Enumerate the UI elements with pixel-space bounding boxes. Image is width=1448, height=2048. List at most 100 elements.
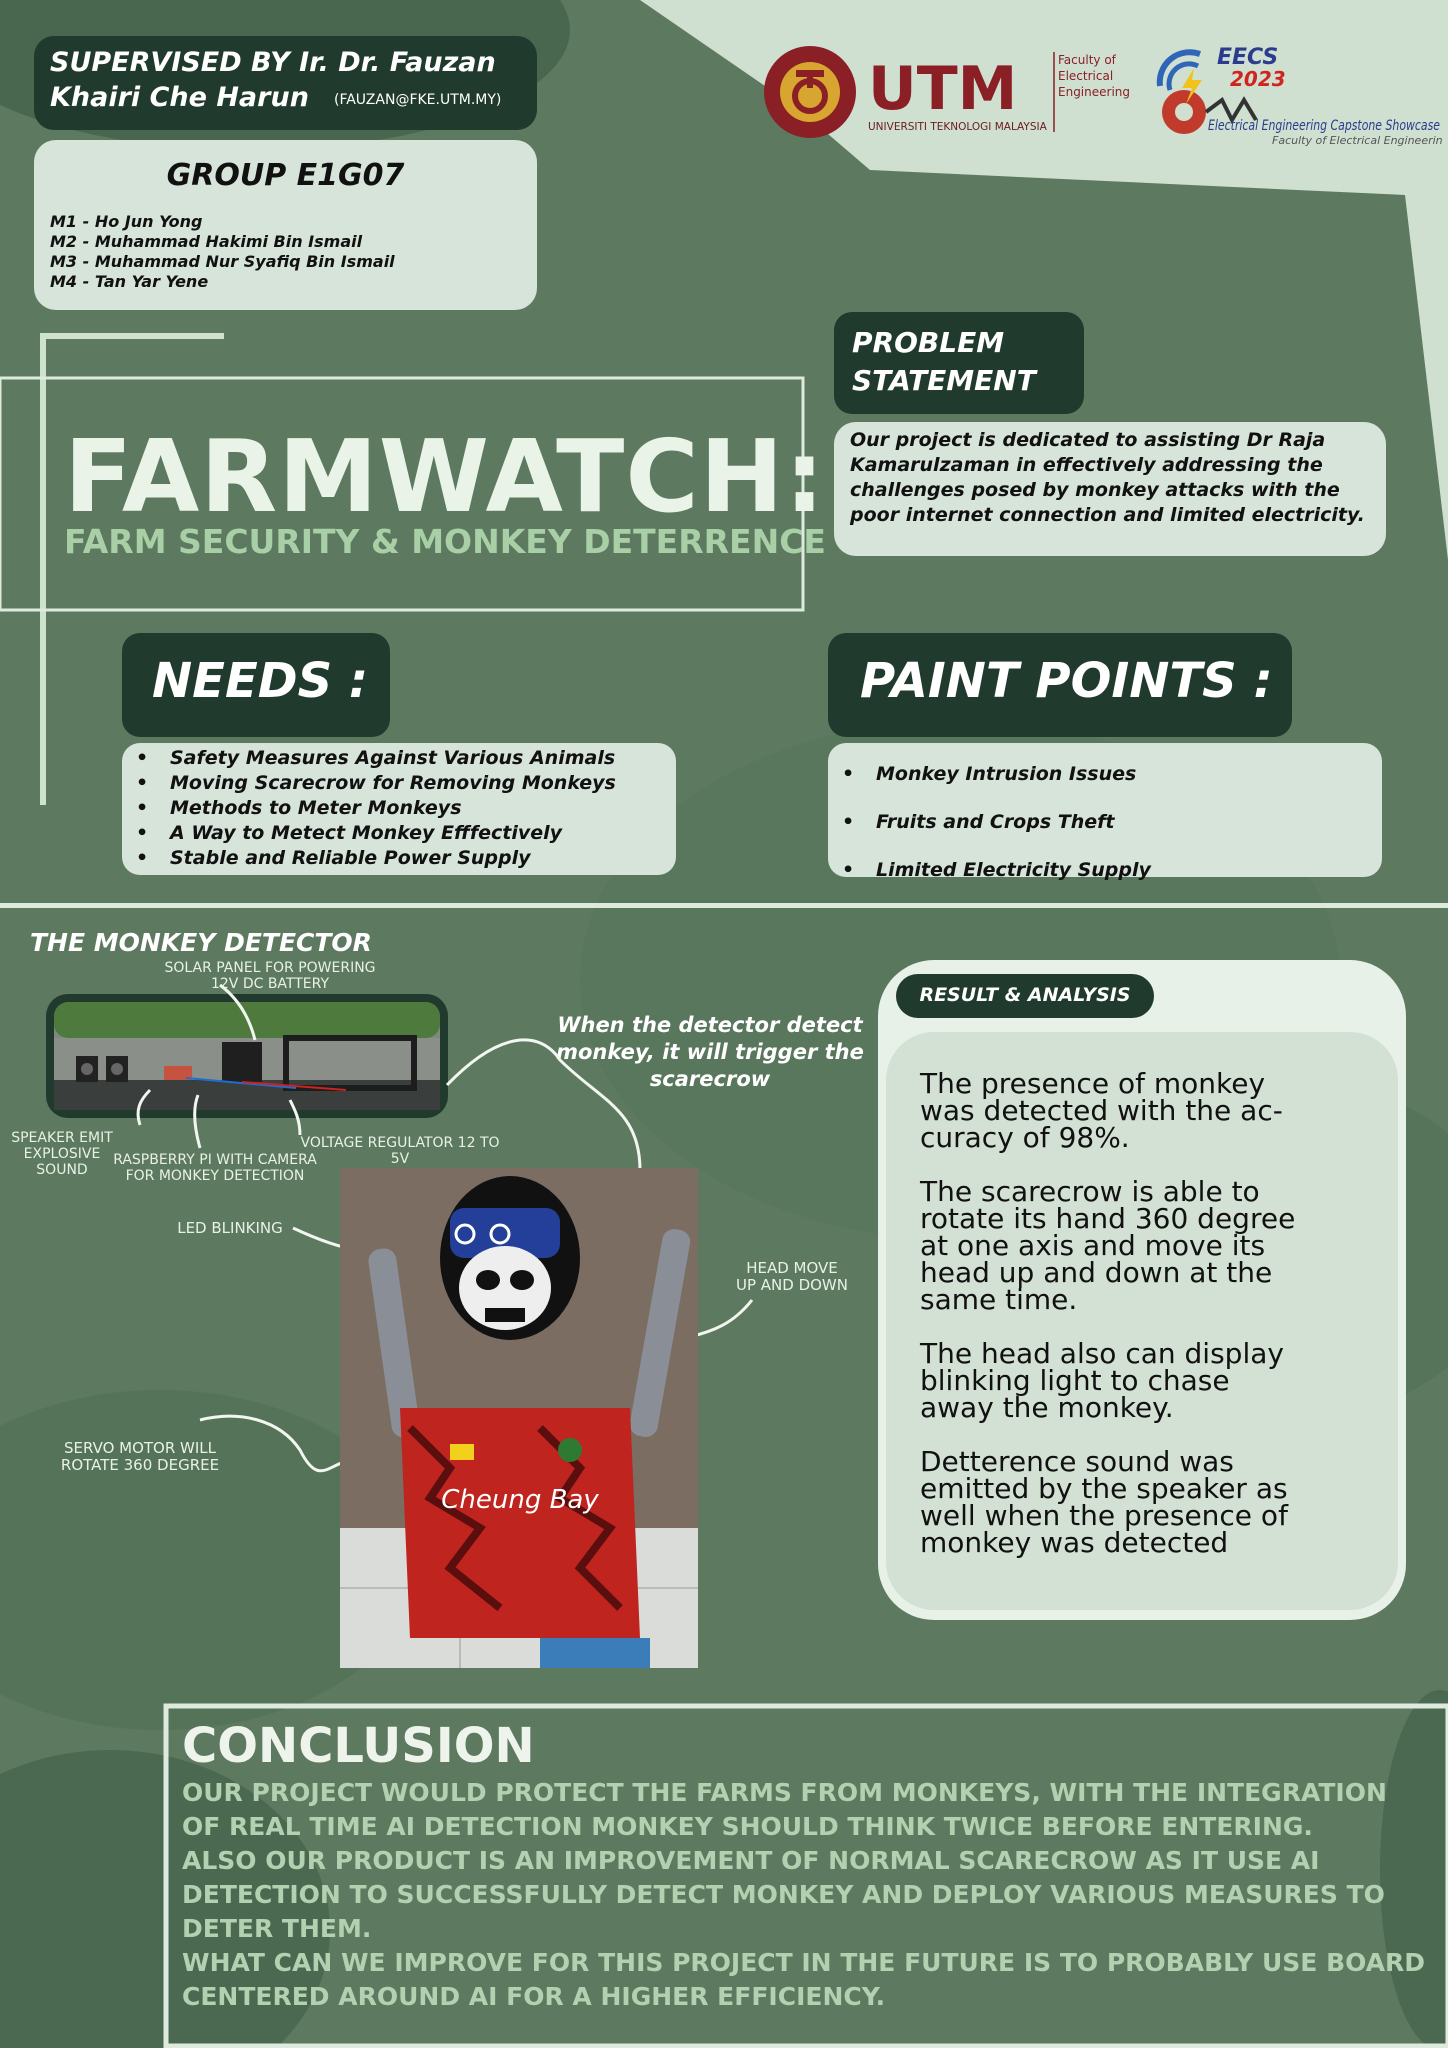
result-paragraph: The presence of monkey was detected with… (920, 1067, 1295, 1154)
result-line: was detected with the ac- (920, 1094, 1283, 1127)
trigger-line2: monkey, it will trigger the (556, 1040, 864, 1064)
faculty-line2: Electrical (1058, 69, 1113, 83)
needs-heading: NEEDS : (152, 653, 369, 709)
result-line: well when the presence of (920, 1499, 1288, 1532)
pain-heading: PAINT POINTS : (860, 653, 1273, 709)
result-line: away the monkey. (920, 1391, 1174, 1424)
servo-label-line2: ROTATE 360 DEGREE (60, 1456, 220, 1475)
head-label: HEAD MOVE UP AND DOWN (712, 1259, 872, 1295)
member-item: M3 - Muhammad Nur Syafiq Bin Ismail (50, 252, 395, 271)
faculty-line1: Faculty of (1058, 53, 1117, 67)
result-line: rotate its hand 360 degree (920, 1202, 1296, 1235)
needs-item: Moving Scarecrow for Removing Monkeys (122, 771, 676, 796)
group-title: GROUP E1G07 (166, 158, 405, 193)
result-line: monkey was detected (920, 1526, 1229, 1559)
needs-item: Methods to Meter Monkeys (122, 796, 676, 821)
trigger-line1: When the detector detect (557, 1013, 863, 1037)
shirt-text: Cheung Bay (441, 1485, 599, 1515)
result-line: The scarecrow is able to (920, 1175, 1260, 1208)
results-heading: RESULT & ANALYSIS (919, 984, 1131, 1006)
needs-list-box: Safety Measures Against Various Animals … (122, 743, 676, 875)
supervisor-box: SUPERVISED BY Ir. Dr. Fauzan Khairi Che … (34, 36, 537, 130)
needs-item: A Way to Metect Monkey Efffectively (122, 821, 676, 846)
result-line: The presence of monkey (920, 1067, 1266, 1100)
speaker-label-line2: EXPLOSIVE SOUND (23, 1146, 101, 1179)
conclusion-line: DETER THEM. (182, 1914, 372, 1943)
supervisor-line1: SUPERVISED BY Ir. Dr. Fauzan (50, 47, 496, 78)
problem-heading-box: PROBLEM STATEMENT (834, 312, 1084, 414)
result-line: emitted by the speaker as (920, 1472, 1288, 1505)
member-item: M2 - Muhammad Hakimi Bin Ismail (50, 232, 363, 251)
results-body: The presence of monkey was detected with… (886, 1032, 1398, 1610)
speaker-label: SPEAKER EMIT EXPLOSIVE SOUND (0, 1130, 124, 1178)
result-line: at one axis and move its (920, 1229, 1266, 1262)
subtitle: FARM SECURITY & MONKEY DETERRENCE (64, 522, 826, 561)
result-line: curacy of 98%. (920, 1121, 1130, 1154)
needs-list: Safety Measures Against Various Animals … (122, 746, 676, 871)
result-paragraph: Detterence sound was emitted by the spea… (920, 1448, 1295, 1559)
conclusion-line: DETECTION TO SUCCESSFULLY DETECT MONKEY … (182, 1880, 1385, 1909)
hardware-photo (46, 994, 448, 1118)
pain-item: Fruits and Crops Theft (828, 798, 1382, 846)
eecs-title: EECS (1217, 45, 1278, 70)
conclusion-text: OUR PROJECT WOULD PROTECT THE FARMS FROM… (182, 1776, 1425, 2014)
raspberry-label: RASPBERRY PI WITH CAMERA FOR MONKEY DETE… (105, 1152, 325, 1184)
solar-label-line2: 12V DC BATTERY (210, 976, 330, 993)
results-card: RESULT & ANALYSIS The presence of monkey… (878, 960, 1406, 1620)
result-line: The head also can display (920, 1337, 1284, 1370)
trigger-text: When the detector detect monkey, it will… (540, 1012, 880, 1093)
result-paragraph: The head also can display blinking light… (920, 1337, 1295, 1424)
solar-label: SOLAR PANEL FOR POWERING 12V DC BATTERY (160, 960, 380, 992)
problem-text-box: Our project is dedicated to assisting Dr… (834, 422, 1386, 556)
head-label-line2: UP AND DOWN (735, 1276, 848, 1295)
voltage-label: VOLTAGE REGULATOR 12 TO 5V (300, 1135, 500, 1168)
pain-list-box: Monkey Intrusion Issues Fruits and Crops… (828, 743, 1382, 894)
head-label-line1: HEAD MOVE (746, 1259, 838, 1277)
conclusion-line: OUR PROJECT WOULD PROTECT THE FARMS FROM… (182, 1778, 1387, 1807)
utm-fullname: UNIVERSITI TEKNOLOGI MALAYSIA (868, 121, 1048, 133)
speaker-label-line1: SPEAKER EMIT (11, 1130, 113, 1146)
needs-item: Stable and Reliable Power Supply (122, 846, 676, 871)
needs-item: Safety Measures Against Various Animals (122, 746, 676, 771)
pain-item: Monkey Intrusion Issues (828, 750, 1382, 798)
utm-wordmark: UTM (868, 54, 1017, 124)
conclusion-heading: CONCLUSION (182, 1718, 535, 1774)
problem-heading-line2: STATEMENT (852, 364, 1036, 397)
result-line: head up and down at the (920, 1256, 1273, 1289)
conclusion-line: CENTERED AROUND AI FOR A HIGHER EFFICIEN… (182, 1982, 886, 2011)
trigger-line3: scarecrow (649, 1067, 771, 1091)
detector-heading: THE MONKEY DETECTOR (30, 928, 372, 957)
utm-logo: UTM UNIVERSITI TEKNOLOGI MALAYSIA Facult… (764, 46, 1130, 138)
eecs-subtitle: Electrical Engineering Capstone Showcase (1208, 118, 1440, 134)
member-item: M1 - Ho Jun Yong (50, 212, 203, 231)
pain-list: Monkey Intrusion Issues Fruits and Crops… (828, 750, 1382, 894)
main-title: FARMWATCH: (64, 418, 826, 535)
result-line: blinking light to chase (920, 1364, 1230, 1397)
result-line: same time. (920, 1283, 1078, 1316)
supervisor-email: (FAUZAN@FKE.UTM.MY) (334, 92, 502, 108)
eecs-year: 2023 (1230, 67, 1286, 91)
led-label: LED BLINKING (177, 1219, 283, 1237)
conclusion-line: WHAT CAN WE IMPROVE FOR THIS PROJECT IN … (182, 1948, 1426, 1977)
pain-heading-box: PAINT POINTS : (828, 633, 1292, 737)
member-item: M4 - Tan Yar Yene (50, 272, 209, 291)
problem-heading-line1: PROBLEM (852, 326, 1005, 359)
conclusion-line: ALSO OUR PRODUCT IS AN IMPROVEMENT OF NO… (182, 1846, 1320, 1875)
group-members: M1 - Ho Jun Yong M2 - Muhammad Hakimi Bi… (50, 212, 395, 292)
raspberry-label-line1: RASPBERRY PI WITH CAMERA (113, 1152, 317, 1168)
solar-label-line1: SOLAR PANEL FOR POWERING (164, 960, 376, 976)
results-heading-box: RESULT & ANALYSIS (896, 974, 1154, 1018)
raspberry-label-line2: FOR MONKEY DETECTION (125, 1168, 305, 1185)
supervisor-line2: Khairi Che Harun (50, 82, 309, 113)
faculty-line3: Engineering (1058, 85, 1130, 99)
servo-label-line1: SERVO MOTOR WILL (63, 1439, 217, 1457)
result-paragraph: The scarecrow is able to rotate its hand… (920, 1175, 1296, 1316)
scarecrow-photo: Cheung Bay (340, 1168, 698, 1668)
servo-label: SERVO MOTOR WILL ROTATE 360 DEGREE (30, 1439, 250, 1475)
group-box: GROUP E1G07 M1 - Ho Jun Yong M2 - Muhamm… (34, 140, 537, 310)
conclusion-line: OF REAL TIME AI DETECTION MONKEY SHOULD … (182, 1812, 1313, 1841)
eecs-logo: EECS 2023 Electrical Engineering Capston… (1156, 45, 1442, 147)
eecs-faculty: Faculty of Electrical Engineering (1272, 134, 1442, 147)
pain-item: Limited Electricity Supply (828, 846, 1382, 894)
needs-heading-box: NEEDS : (122, 633, 390, 737)
